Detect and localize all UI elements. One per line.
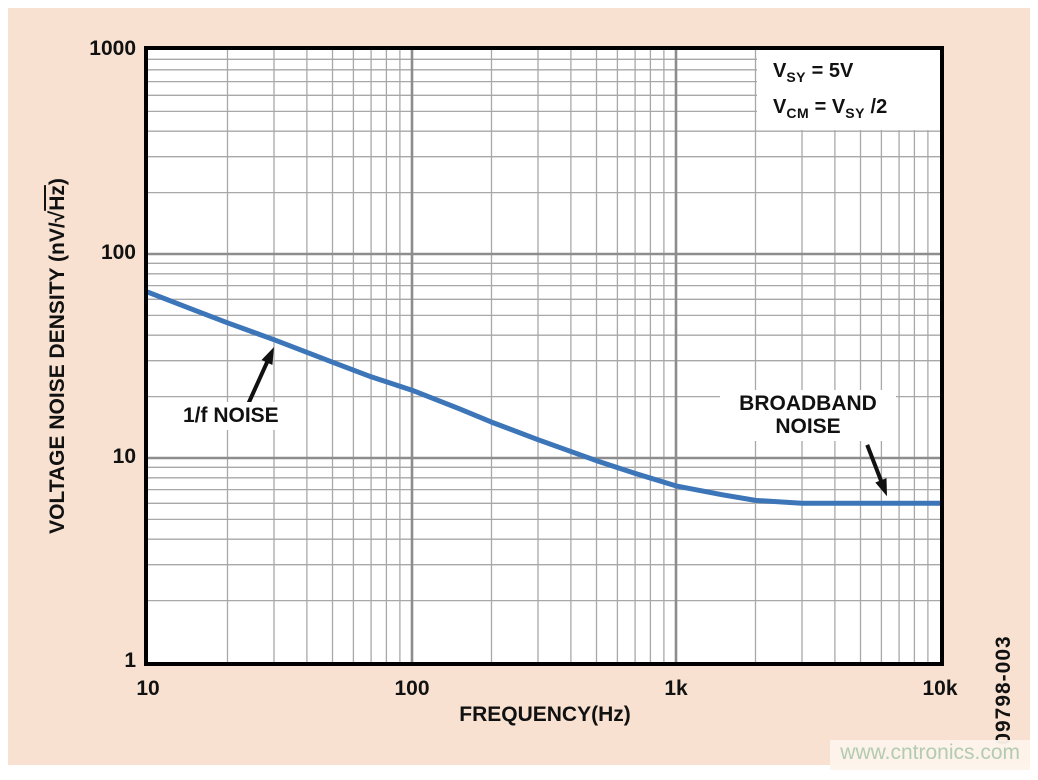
y-tick-label: 1 (124, 649, 136, 672)
annotation-broadband-noise: BROADBAND NOISE (720, 390, 896, 441)
watermark: www.cntronics.com (830, 740, 1030, 770)
y-tick-label: 1000 (89, 37, 136, 60)
y-axis-title-overline: Hz (46, 185, 69, 211)
annotation-arrow-line (865, 444, 885, 486)
annotation-arrow-head (261, 347, 274, 365)
annotation-arrow-line (246, 357, 271, 405)
condition-subscript: SY (845, 105, 865, 121)
y-axis-title-text: VOLTAGE NOISE DENSITY (nV/√ (46, 210, 69, 534)
plot-frame: VSY = 5V VCM = VSY /2 1/f NOISE BROADBAND… (144, 46, 944, 666)
condition-text: /2 (864, 96, 888, 118)
y-axis-title: VOLTAGE NOISE DENSITY (nV/√Hz) (46, 178, 70, 534)
gridlines-major (148, 50, 940, 662)
condition-text: V (773, 60, 787, 82)
condition-subscript: CM (786, 105, 810, 121)
figure-number: 09798-003 (992, 635, 1015, 745)
conditions-box: VSY = 5V VCM = VSY /2 (757, 50, 940, 130)
noise-density-chart (148, 50, 940, 662)
condition-text: = 5V (806, 60, 854, 82)
y-tick-label: 100 (100, 241, 136, 264)
x-axis-title: FREQUENCY(Hz) (459, 703, 631, 726)
x-tick-label: 1k (664, 677, 688, 700)
annotation-arrow-head (875, 478, 887, 497)
condition-text: V (773, 96, 787, 118)
condition-subscript: SY (786, 69, 807, 85)
condition-text: = V (809, 96, 846, 118)
condition-line: VCM = VSY /2 (773, 92, 940, 128)
y-tick-label: 10 (112, 445, 136, 468)
x-tick-label: 100 (394, 677, 430, 700)
x-tick-label: 10 (136, 677, 160, 700)
x-tick-label: 10k (922, 677, 958, 700)
condition-line: VSY = 5V (773, 56, 940, 92)
annotation-1f-noise: 1/f NOISE (176, 402, 286, 430)
noise-curve (148, 289, 940, 506)
gridlines-minor (148, 50, 940, 662)
y-axis-title-suffix: ) (46, 178, 69, 186)
